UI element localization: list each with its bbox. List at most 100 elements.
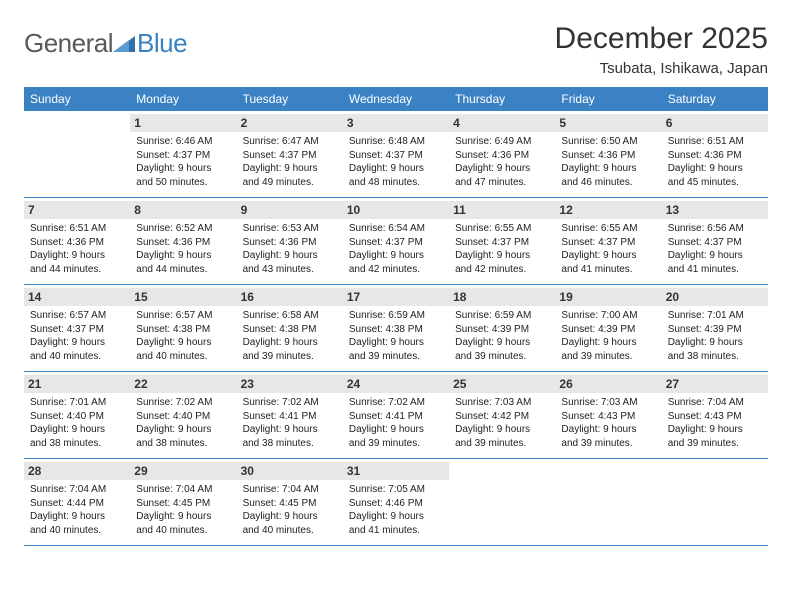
day-cell: 30Sunrise: 7:04 AMSunset: 4:45 PMDayligh…	[237, 459, 343, 545]
daylight-text-1: Daylight: 9 hours	[455, 249, 549, 263]
day-number: 22	[130, 375, 236, 393]
day-facts: Sunrise: 7:02 AMSunset: 4:41 PMDaylight:…	[349, 396, 443, 450]
day-facts: Sunrise: 6:54 AMSunset: 4:37 PMDaylight:…	[349, 222, 443, 276]
day-number: 9	[237, 201, 343, 219]
daylight-text-1: Daylight: 9 hours	[349, 336, 443, 350]
sunset-text: Sunset: 4:37 PM	[243, 149, 337, 163]
sunrise-text: Sunrise: 6:51 AM	[30, 222, 124, 236]
sunset-text: Sunset: 4:36 PM	[561, 149, 655, 163]
daylight-text-2: and 46 minutes.	[561, 176, 655, 190]
day-cell: 19 Sunrise: 7:00 AMSunset: 4:39 PMDayligh…	[555, 285, 661, 371]
day-number: 13	[662, 201, 768, 219]
day-number: 30	[237, 462, 343, 480]
day-header: Sunday	[24, 87, 130, 111]
day-number: 3	[343, 114, 449, 132]
day-cell: 4Sunrise: 6:49 AMSunset: 4:36 PMDaylight…	[449, 111, 555, 197]
daylight-text-2: and 48 minutes.	[349, 176, 443, 190]
day-number: 1	[130, 114, 236, 132]
daylight-text-1: Daylight: 9 hours	[668, 249, 762, 263]
daylight-text-1: Daylight: 9 hours	[243, 162, 337, 176]
daylight-text-1: Daylight: 9 hours	[349, 510, 443, 524]
sunrise-text: Sunrise: 6:52 AM	[136, 222, 230, 236]
day-number: 10	[343, 201, 449, 219]
sunrise-text: Sunrise: 7:03 AM	[561, 396, 655, 410]
day-cell: 14Sunrise: 6:57 AMSunset: 4:37 PMDayligh…	[24, 285, 130, 371]
daylight-text-2: and 50 minutes.	[136, 176, 230, 190]
sunset-text: Sunset: 4:37 PM	[30, 323, 124, 337]
logo-text-blue: Blue	[137, 28, 187, 59]
day-cell: 8 Sunrise: 6:52 AMSunset: 4:36 PMDaylight…	[130, 198, 236, 284]
day-number: 8	[130, 201, 236, 219]
day-facts: Sunrise: 6:57 AMSunset: 4:38 PMDaylight:…	[136, 309, 230, 363]
daylight-text-1: Daylight: 9 hours	[668, 336, 762, 350]
sunset-text: Sunset: 4:45 PM	[136, 497, 230, 511]
logo-text-general: General	[24, 28, 113, 59]
header: General Blue December 2025 Tsubata, Ishi…	[24, 22, 768, 77]
day-number: 6	[662, 114, 768, 132]
daylight-text-2: and 41 minutes.	[561, 263, 655, 277]
day-number: 15	[130, 288, 236, 306]
sunset-text: Sunset: 4:39 PM	[668, 323, 762, 337]
day-number: 29	[130, 462, 236, 480]
daylight-text-1: Daylight: 9 hours	[668, 423, 762, 437]
daylight-text-1: Daylight: 9 hours	[243, 510, 337, 524]
sunset-text: Sunset: 4:37 PM	[349, 236, 443, 250]
daylight-text-2: and 40 minutes.	[136, 524, 230, 538]
daylight-text-2: and 38 minutes.	[243, 437, 337, 451]
day-cell: 5Sunrise: 6:50 AMSunset: 4:36 PMDaylight…	[555, 111, 661, 197]
logo: General Blue	[24, 22, 187, 59]
day-cell	[555, 459, 661, 545]
sunrise-text: Sunrise: 6:49 AM	[455, 135, 549, 149]
daylight-text-1: Daylight: 9 hours	[561, 336, 655, 350]
day-cell: 20Sunrise: 7:01 AMSunset: 4:39 PMDayligh…	[662, 285, 768, 371]
daylight-text-2: and 49 minutes.	[243, 176, 337, 190]
daylight-text-1: Daylight: 9 hours	[30, 510, 124, 524]
day-facts: Sunrise: 6:46 AMSunset: 4:37 PMDaylight:…	[136, 135, 230, 189]
weeks-container: 1 Sunrise: 6:46 AMSunset: 4:37 PMDaylight…	[24, 111, 768, 546]
day-cell: 23Sunrise: 7:02 AMSunset: 4:41 PMDayligh…	[237, 372, 343, 458]
day-cell: 3Sunrise: 6:48 AMSunset: 4:37 PMDaylight…	[343, 111, 449, 197]
day-number: 14	[24, 288, 130, 306]
sunrise-text: Sunrise: 6:55 AM	[455, 222, 549, 236]
sunrise-text: Sunrise: 6:56 AM	[668, 222, 762, 236]
daylight-text-2: and 43 minutes.	[243, 263, 337, 277]
month-title: December 2025	[555, 22, 768, 56]
sunset-text: Sunset: 4:46 PM	[349, 497, 443, 511]
week-row: 28Sunrise: 7:04 AMSunset: 4:44 PMDayligh…	[24, 459, 768, 546]
daylight-text-2: and 39 minutes.	[668, 437, 762, 451]
daylight-text-2: and 39 minutes.	[561, 437, 655, 451]
sunrise-text: Sunrise: 7:04 AM	[668, 396, 762, 410]
sunset-text: Sunset: 4:42 PM	[455, 410, 549, 424]
day-header: Wednesday	[343, 87, 449, 111]
day-header-row: Sunday Monday Tuesday Wednesday Thursday…	[24, 87, 768, 111]
day-cell: 1 Sunrise: 6:46 AMSunset: 4:37 PMDaylight…	[130, 111, 236, 197]
daylight-text-1: Daylight: 9 hours	[349, 423, 443, 437]
day-cell: 26Sunrise: 7:03 AMSunset: 4:43 PMDayligh…	[555, 372, 661, 458]
week-row: 7Sunrise: 6:51 AMSunset: 4:36 PMDaylight…	[24, 198, 768, 285]
sunset-text: Sunset: 4:38 PM	[349, 323, 443, 337]
day-number: 18	[449, 288, 555, 306]
daylight-text-1: Daylight: 9 hours	[243, 336, 337, 350]
daylight-text-2: and 39 minutes.	[455, 350, 549, 364]
day-cell	[449, 459, 555, 545]
day-facts: Sunrise: 6:53 AMSunset: 4:36 PMDaylight:…	[243, 222, 337, 276]
day-number: 17	[343, 288, 449, 306]
daylight-text-2: and 39 minutes.	[349, 350, 443, 364]
day-number: 19	[555, 288, 661, 306]
day-facts: Sunrise: 6:52 AMSunset: 4:36 PMDaylight:…	[136, 222, 230, 276]
sunrise-text: Sunrise: 6:59 AM	[455, 309, 549, 323]
sunset-text: Sunset: 4:37 PM	[136, 149, 230, 163]
daylight-text-2: and 47 minutes.	[455, 176, 549, 190]
sunset-text: Sunset: 4:38 PM	[243, 323, 337, 337]
sunrise-text: Sunrise: 6:48 AM	[349, 135, 443, 149]
daylight-text-2: and 39 minutes.	[349, 437, 443, 451]
day-number: 5	[555, 114, 661, 132]
day-facts: Sunrise: 7:00 AMSunset: 4:39 PMDaylight:…	[561, 309, 655, 363]
day-facts: Sunrise: 7:04 AMSunset: 4:43 PMDaylight:…	[668, 396, 762, 450]
day-cell: 11Sunrise: 6:55 AMSunset: 4:37 PMDayligh…	[449, 198, 555, 284]
daylight-text-1: Daylight: 9 hours	[136, 162, 230, 176]
day-cell: 17Sunrise: 6:59 AMSunset: 4:38 PMDayligh…	[343, 285, 449, 371]
daylight-text-1: Daylight: 9 hours	[668, 162, 762, 176]
daylight-text-2: and 38 minutes.	[136, 437, 230, 451]
daylight-text-1: Daylight: 9 hours	[136, 510, 230, 524]
